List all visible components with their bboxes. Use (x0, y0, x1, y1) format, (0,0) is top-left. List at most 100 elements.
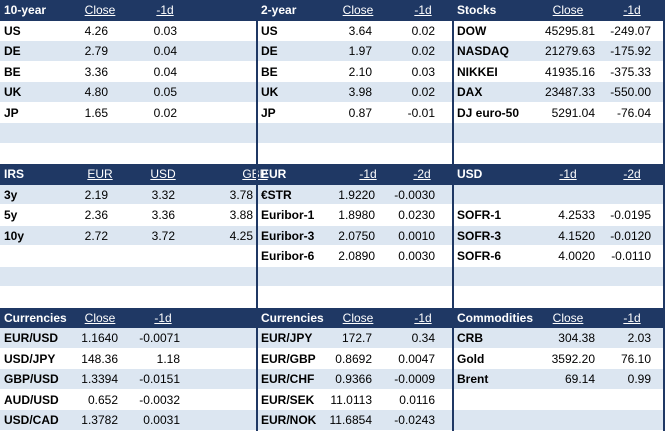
value: 21279.63 (544, 44, 595, 59)
value: 172.7 (341, 331, 372, 346)
column-header: Close (552, 310, 584, 325)
value: 3592.20 (551, 351, 595, 366)
value: 0.02 (153, 105, 177, 120)
header-row (0, 164, 665, 185)
value: 5291.04 (551, 105, 595, 120)
value: -249.07 (610, 23, 651, 38)
row-band (0, 102, 665, 123)
row-label: EUR/CHF (261, 372, 315, 387)
value: -375.33 (610, 64, 651, 79)
row-label: BE (261, 64, 278, 79)
column-header: -1d (359, 167, 377, 182)
value: -0.0243 (394, 413, 435, 428)
value: 0.02 (411, 23, 435, 38)
value: 0.03 (153, 23, 177, 38)
value: -0.0032 (139, 392, 180, 407)
value: 2.19 (84, 187, 108, 202)
column-header: USD (150, 167, 176, 182)
value: 2.36 (84, 208, 108, 223)
row-band (0, 123, 665, 143)
value: 3.78 (229, 187, 253, 202)
value: -0.01 (407, 105, 435, 120)
value: 2.03 (627, 331, 651, 346)
column-header: -1d (414, 3, 432, 17)
row-label: USD/CAD (4, 413, 59, 428)
row-band (0, 143, 665, 164)
value: -0.0151 (139, 372, 180, 387)
value: 11.6854 (329, 413, 373, 428)
value: 0.34 (411, 331, 435, 346)
value: -0.0030 (394, 187, 435, 202)
value: 1.3394 (81, 372, 118, 387)
right-border (663, 0, 665, 431)
column-header: Close (84, 3, 116, 17)
column-header: -1d (559, 167, 577, 182)
row-label: 5y (4, 208, 18, 223)
row-label: DE (261, 44, 278, 59)
column-header: EUR (87, 167, 113, 182)
value: -0.0110 (611, 249, 651, 264)
column-header: GBP (242, 167, 268, 182)
row-band (0, 184, 665, 205)
value: 3.32 (151, 187, 175, 202)
value: -76.04 (616, 105, 651, 120)
column-header: -1d (156, 3, 174, 17)
value: -0.0120 (610, 228, 651, 243)
row-label: SOFR-1 (457, 208, 502, 223)
section-label: 2-year (261, 3, 297, 17)
row-label: JP (4, 105, 19, 120)
value: 2.0750 (338, 228, 375, 243)
value: -0.0071 (139, 331, 180, 346)
value: 0.0116 (399, 392, 435, 407)
value: 3.64 (348, 23, 372, 38)
column-header: -1d (154, 310, 172, 325)
value: 1.8980 (338, 208, 375, 223)
value: 4.2533 (558, 208, 595, 223)
section-label: USD (457, 167, 483, 182)
row-label: SOFR-6 (457, 249, 502, 264)
column-header: -2d (413, 167, 431, 182)
row-label: DOW (457, 23, 487, 38)
value: 2.79 (84, 44, 108, 59)
value: 0.04 (153, 64, 177, 79)
section-label: Currencies (261, 310, 324, 325)
value: 41935.16 (544, 64, 595, 79)
row-label: DJ euro-50 (457, 105, 520, 120)
value: 0.0047 (398, 351, 435, 366)
row-label: 10y (4, 228, 25, 243)
value: 4.26 (84, 23, 108, 38)
row-label: UK (261, 85, 279, 100)
row-band (0, 61, 665, 82)
value: 2.0890 (338, 249, 375, 264)
value: 4.80 (84, 85, 108, 100)
value: 45295.81 (544, 23, 595, 38)
value: 76.10 (620, 351, 651, 366)
value: -0.0195 (610, 208, 651, 223)
row-band (0, 225, 665, 246)
value: 0.05 (153, 85, 177, 100)
section-label: EUR (261, 167, 287, 182)
column-header: -1d (414, 310, 432, 325)
value: 0.03 (411, 64, 435, 79)
row-label: EUR/JPY (261, 331, 313, 346)
section-label: IRS (4, 167, 25, 182)
value: 3.36 (84, 64, 108, 79)
value: 0.0031 (143, 413, 180, 428)
row-label: €STR (261, 187, 292, 202)
section-label: 10-year (4, 3, 47, 17)
value: 0.9366 (335, 372, 372, 387)
value: 11.0113 (330, 392, 372, 407)
column-header: -1d (623, 3, 641, 17)
value: 0.0010 (398, 228, 435, 243)
column-header: Close (552, 3, 584, 17)
row-label: AUD/USD (4, 392, 59, 407)
row-label: US (4, 23, 21, 38)
value: -0.0009 (394, 372, 435, 387)
value: 3.36 (151, 208, 175, 223)
row-label: NIKKEI (457, 64, 498, 79)
value: 1.1640 (81, 331, 118, 346)
section-label: Currencies (4, 310, 67, 325)
value: 0.0230 (398, 208, 435, 223)
row-label: DE (4, 44, 21, 59)
value: 3.88 (229, 208, 253, 223)
